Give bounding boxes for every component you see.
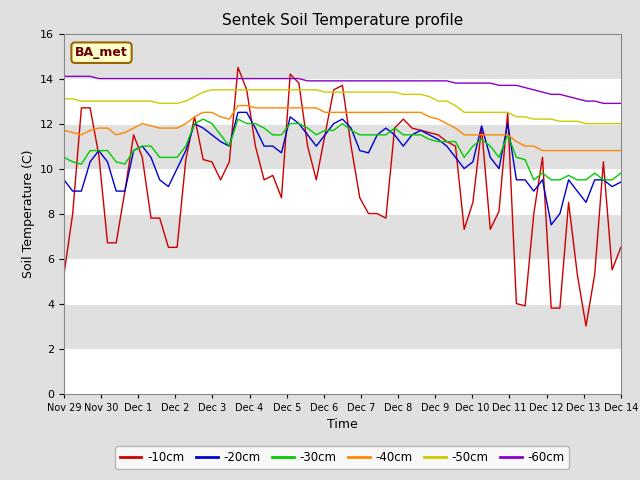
- -50cm: [547, 116, 555, 122]
- -20cm: [617, 179, 625, 185]
- Bar: [64, 259, 621, 303]
- -10cm: [617, 244, 625, 250]
- -50cm: [617, 120, 625, 126]
- -50cm: [191, 94, 198, 99]
- Bar: [64, 168, 621, 214]
- Line: -50cm: -50cm: [64, 90, 621, 123]
- -50cm: [582, 120, 590, 126]
- -40cm: [539, 148, 547, 154]
- -40cm: [234, 103, 242, 108]
- -10cm: [304, 143, 312, 149]
- -10cm: [582, 323, 590, 329]
- -30cm: [191, 120, 198, 126]
- -40cm: [556, 148, 564, 154]
- -50cm: [234, 87, 242, 93]
- -30cm: [556, 177, 564, 183]
- -30cm: [530, 177, 538, 183]
- -60cm: [191, 76, 198, 82]
- -30cm: [304, 125, 312, 131]
- -10cm: [356, 195, 364, 201]
- -40cm: [191, 114, 198, 120]
- -20cm: [304, 132, 312, 138]
- -30cm: [200, 116, 207, 122]
- -60cm: [539, 89, 547, 95]
- -20cm: [234, 109, 242, 115]
- -60cm: [295, 76, 303, 82]
- -30cm: [600, 177, 607, 183]
- -20cm: [556, 211, 564, 216]
- -20cm: [547, 222, 555, 228]
- -10cm: [547, 305, 555, 311]
- -20cm: [225, 143, 233, 149]
- -10cm: [191, 114, 198, 120]
- -30cm: [234, 116, 242, 122]
- -30cm: [60, 155, 68, 160]
- -50cm: [600, 120, 607, 126]
- Line: -60cm: -60cm: [64, 76, 621, 103]
- -10cm: [60, 272, 68, 277]
- -60cm: [60, 73, 68, 79]
- -50cm: [356, 89, 364, 95]
- -30cm: [617, 170, 625, 176]
- Title: Sentek Soil Temperature profile: Sentek Soil Temperature profile: [222, 13, 463, 28]
- -60cm: [591, 98, 598, 104]
- Line: -10cm: -10cm: [64, 67, 621, 326]
- -40cm: [304, 105, 312, 111]
- -60cm: [617, 100, 625, 106]
- -50cm: [304, 87, 312, 93]
- -40cm: [600, 148, 607, 154]
- -20cm: [356, 148, 364, 154]
- -60cm: [600, 100, 607, 106]
- -10cm: [225, 159, 233, 165]
- -50cm: [208, 87, 216, 93]
- -10cm: [234, 64, 242, 70]
- -20cm: [600, 177, 607, 183]
- Text: BA_met: BA_met: [75, 46, 128, 59]
- Y-axis label: Soil Temperature (C): Soil Temperature (C): [22, 149, 35, 278]
- -60cm: [348, 78, 355, 84]
- X-axis label: Time: Time: [327, 418, 358, 431]
- Bar: [64, 79, 621, 123]
- Bar: [64, 348, 621, 394]
- -20cm: [191, 120, 198, 126]
- -40cm: [617, 148, 625, 154]
- -20cm: [60, 177, 68, 183]
- -30cm: [356, 132, 364, 138]
- Line: -20cm: -20cm: [64, 112, 621, 225]
- Legend: -10cm, -20cm, -30cm, -40cm, -50cm, -60cm: -10cm, -20cm, -30cm, -40cm, -50cm, -60cm: [115, 446, 570, 469]
- -40cm: [60, 128, 68, 133]
- -40cm: [356, 109, 364, 115]
- -50cm: [60, 96, 68, 102]
- Line: -40cm: -40cm: [64, 106, 621, 151]
- -60cm: [225, 76, 233, 82]
- -40cm: [225, 116, 233, 122]
- Line: -30cm: -30cm: [64, 119, 621, 180]
- -10cm: [600, 159, 607, 165]
